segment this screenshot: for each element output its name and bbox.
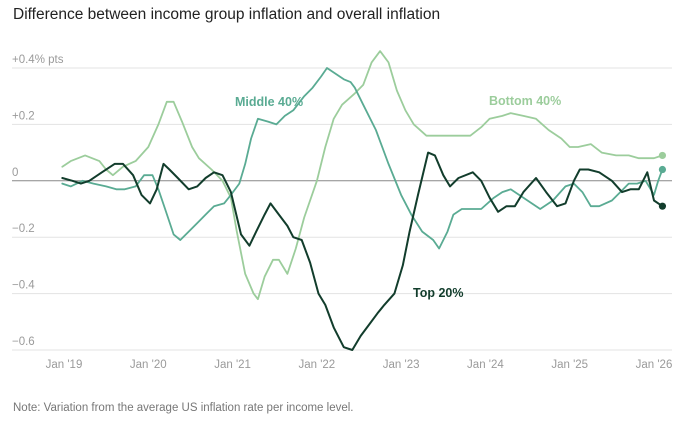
x-tick-label: Jan '26 bbox=[636, 359, 673, 371]
chart-note: Note: Variation from the average US infl… bbox=[13, 402, 354, 414]
series-line-top bbox=[61, 151, 664, 351]
x-tick-label: Jan '24 bbox=[467, 359, 504, 371]
series-label-middle: Middle 40% bbox=[235, 95, 303, 109]
x-tick-label: Jan '21 bbox=[214, 359, 251, 371]
series-endpoint-top bbox=[658, 202, 667, 210]
y-tick-label: +0.4% pts bbox=[12, 54, 64, 66]
x-tick-label: Jan '25 bbox=[551, 359, 588, 371]
x-tick-label: Jan '20 bbox=[130, 359, 167, 371]
series-endpoint-bottom bbox=[658, 151, 667, 160]
series-label-bottom: Bottom 40% bbox=[489, 94, 561, 108]
chart-svg: +0.4% pts +0.2 0 −0.2 −0.4 −0.6 Jan '19 Jan '2… bbox=[12, 50, 673, 371]
y-tick-label: −0.4 bbox=[12, 280, 35, 292]
x-axis-labels: Jan '19 Jan '20 Jan '21 Jan '22 Jan '23 Jan '… bbox=[46, 359, 673, 371]
series-line-middle bbox=[61, 67, 664, 250]
series-lines bbox=[61, 50, 667, 351]
series-label-top: Top 20% bbox=[413, 286, 463, 300]
y-tick-label: −0.6 bbox=[12, 336, 35, 348]
y-tick-label: +0.2 bbox=[12, 110, 35, 122]
series-line-bottom bbox=[61, 50, 664, 301]
chart-title: Difference between income group inflatio… bbox=[13, 6, 441, 23]
y-axis-labels: +0.4% pts +0.2 0 −0.2 −0.4 −0.6 bbox=[12, 54, 64, 348]
gridlines bbox=[12, 67, 672, 351]
x-tick-label: Jan '19 bbox=[46, 359, 83, 371]
y-tick-label: 0 bbox=[12, 167, 18, 179]
series-endpoint-middle bbox=[658, 165, 667, 174]
series-labels: Middle 40% Bottom 40% Top 20% bbox=[235, 94, 561, 300]
x-tick-label: Jan '22 bbox=[298, 359, 335, 371]
x-tick-label: Jan '23 bbox=[383, 359, 420, 371]
y-tick-label: −0.2 bbox=[12, 223, 35, 235]
